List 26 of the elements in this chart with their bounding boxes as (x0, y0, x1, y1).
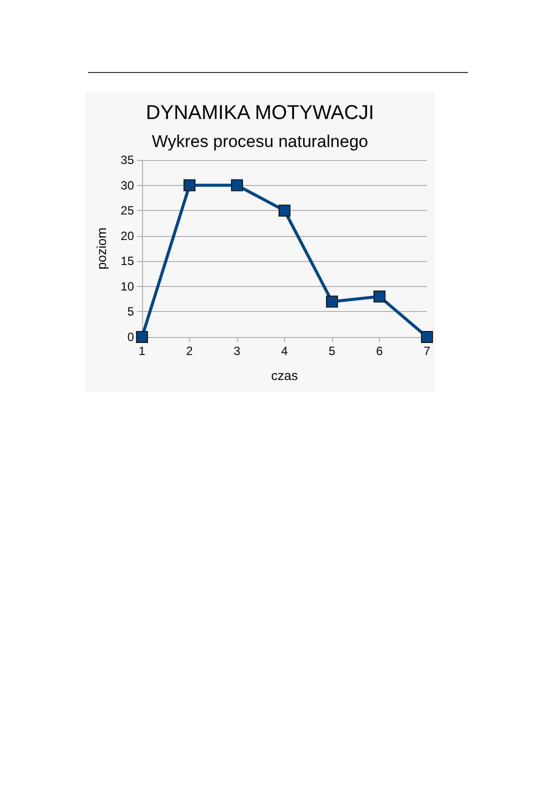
y-tick-label: 35 (120, 153, 134, 167)
chart-subtitle: Wykres procesu naturalnego (152, 132, 368, 151)
x-tick-label: 5 (328, 344, 336, 358)
chart-title: DYNAMIKA MOTYWACJI (146, 102, 374, 124)
point (374, 290, 386, 303)
point (278, 204, 290, 217)
x-tick-label: 3 (234, 344, 241, 358)
x-axis-title: czas (271, 368, 298, 383)
point (326, 296, 338, 308)
point (184, 179, 196, 192)
y-tick-label: 25 (120, 204, 134, 218)
x-tick-label: 6 (376, 344, 384, 358)
y-tick-label: 15 (120, 254, 134, 268)
point (231, 179, 243, 192)
x-tick-label: 1 (138, 344, 146, 358)
y-tick-label: 5 (127, 304, 134, 319)
x-tick-label: 2 (186, 344, 194, 358)
point (136, 331, 148, 343)
y-tick-label: 0 (127, 330, 134, 344)
point (421, 331, 433, 343)
y-tick-label: 20 (120, 228, 134, 243)
x-tick-label: 7 (424, 344, 431, 358)
x-tick-label: 4 (281, 344, 288, 358)
y-axis-title: poziom (94, 228, 109, 270)
y-tick-label: 30 (120, 178, 134, 192)
y-tick-label: 10 (120, 279, 134, 294)
